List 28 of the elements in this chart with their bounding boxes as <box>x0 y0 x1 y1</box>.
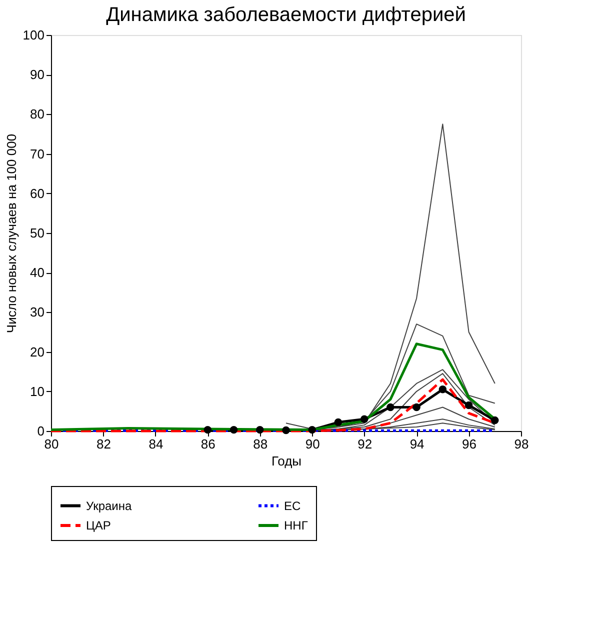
y-tick-label: 60 <box>30 186 44 201</box>
x-tick-label: 94 <box>410 436 424 452</box>
y-tick-label: 30 <box>30 304 44 320</box>
legend-label: ЕС <box>284 498 302 513</box>
legend-label: Украина <box>86 498 132 513</box>
x-tick-label: 88 <box>253 436 268 452</box>
y-tick-label: 50 <box>30 226 44 240</box>
y-tick-label: 0 <box>37 424 44 438</box>
chart-title: Динамика заболеваемости дифтерией <box>106 4 466 26</box>
y-tick-label: 20 <box>30 344 44 360</box>
y-tick-label: 40 <box>30 265 44 280</box>
y-tick-label: 90 <box>30 67 44 82</box>
x-tick-label: 86 <box>200 436 216 452</box>
x-tick-label: 80 <box>44 436 59 452</box>
x-axis-title: Годы <box>271 454 302 468</box>
legend-label: ННГ <box>284 518 308 532</box>
y-tick-label: 100 <box>22 28 44 42</box>
y-tick-label: 10 <box>30 384 44 399</box>
x-tick-label: 84 <box>148 436 164 452</box>
x-tick-label: 90 <box>305 436 320 452</box>
y-tick-label: 80 <box>30 106 44 122</box>
x-tick-label: 96 <box>462 436 477 452</box>
y-tick-label: 70 <box>30 146 44 162</box>
x-tick-label: 98 <box>514 436 529 452</box>
x-tick-label: 82 <box>96 436 111 452</box>
x-tick-label: 92 <box>358 436 372 452</box>
y-axis-title: Число новых случаев на 100 000 <box>4 134 19 334</box>
legend-label: ЦАР <box>86 518 111 532</box>
